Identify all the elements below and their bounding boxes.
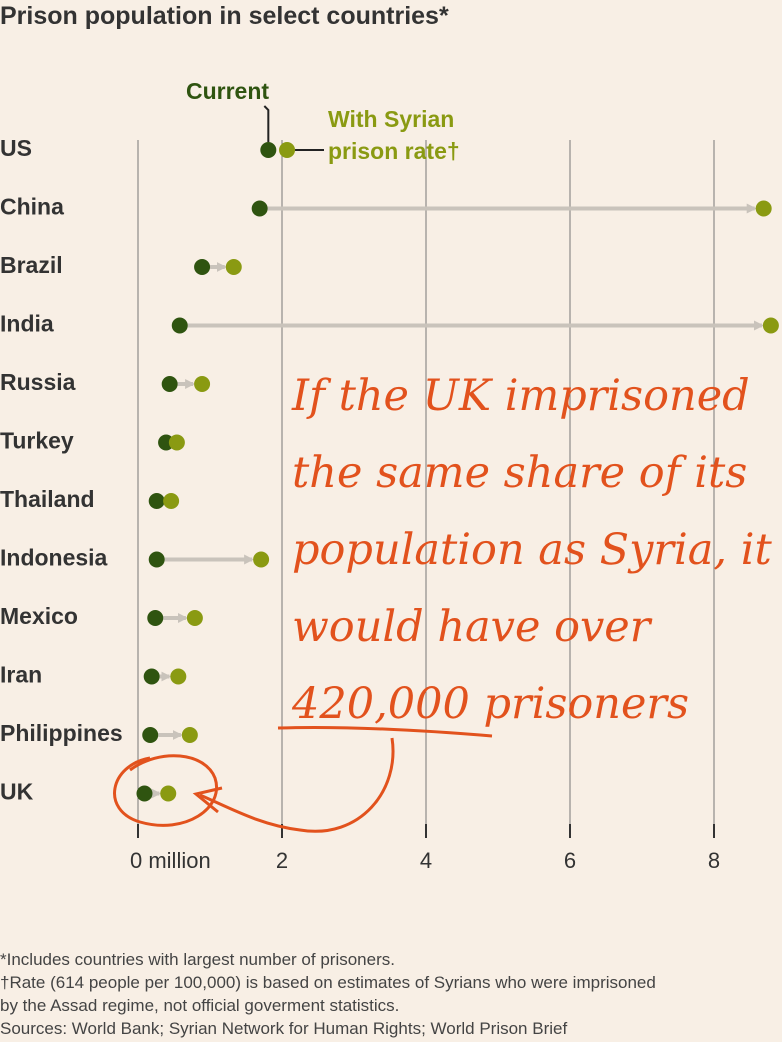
legend-entry: With Syrian prison rate†	[328, 106, 460, 164]
dot-syrian-rate	[181, 727, 198, 743]
category-label: India	[0, 311, 54, 337]
dot-syrian-rate	[186, 610, 203, 626]
dot-syrian-rate	[163, 493, 180, 509]
category-label: Philippines	[0, 720, 123, 746]
x-tick-label: 8	[708, 848, 720, 873]
footnote: *Includes countries with largest number …	[0, 950, 395, 969]
x-tick-label: 0 million	[130, 848, 211, 873]
category-label: US	[0, 135, 32, 161]
dot-syrian-rate	[225, 259, 242, 275]
dot-current	[142, 727, 159, 743]
dot-current	[251, 200, 268, 217]
arrow-scribble	[199, 737, 395, 833]
dot-syrian-rate	[160, 785, 177, 802]
dot-syrian-rate	[279, 142, 296, 158]
category-label: Turkey	[0, 428, 74, 454]
footnote: †Rate (614 people per 100,000) is based …	[0, 973, 656, 1015]
dot-syrian-rate	[170, 668, 187, 685]
x-tick-label: 2	[276, 848, 288, 873]
footnote: Sources: World Bank; Syrian Network for …	[0, 1019, 568, 1038]
category-label: Brazil	[0, 252, 63, 278]
annotation: If the UK imprisoned the same share of i…	[292, 371, 772, 729]
underline	[277, 725, 493, 738]
dot-current	[148, 551, 165, 568]
category-label: Indonesia	[0, 545, 108, 571]
arrow-head	[192, 786, 223, 814]
x-tick-label: 6	[564, 848, 576, 873]
dot-syrian-rate	[755, 200, 772, 217]
dot-current	[136, 785, 153, 802]
dot-syrian-rate	[762, 317, 779, 334]
chart-title: Prison population in select countries*	[0, 2, 449, 30]
category-label: Russia	[0, 369, 76, 395]
dot-current	[148, 493, 165, 509]
category-label: Iran	[0, 662, 42, 688]
category-label: Thailand	[0, 486, 95, 512]
x-tick-label: 4	[420, 848, 432, 873]
dot-syrian-rate	[168, 434, 185, 451]
dot-syrian-rate	[194, 376, 211, 392]
dot-current	[161, 376, 178, 392]
footnotes: *Includes countries with largest number …	[0, 948, 660, 1040]
legend-leader	[263, 105, 270, 142]
category-label: China	[0, 194, 64, 220]
category-label: Mexico	[0, 603, 78, 629]
dot-current	[260, 142, 277, 158]
dot-current	[143, 668, 160, 685]
circle-scribble	[113, 754, 218, 827]
dot-current	[194, 259, 211, 275]
dot-current	[171, 317, 188, 334]
legend-entry: Current	[186, 78, 270, 104]
category-label: UK	[0, 779, 34, 805]
dot-syrian-rate	[253, 551, 270, 568]
dot-current	[147, 610, 164, 626]
